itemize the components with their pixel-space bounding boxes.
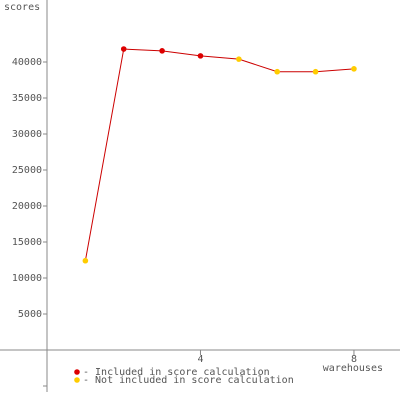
legend-marker: [74, 377, 80, 383]
y-tick-label: 35000: [12, 93, 42, 104]
x-axis-label: warehouses: [323, 363, 383, 374]
data-point: [159, 48, 165, 54]
data-point: [197, 53, 204, 59]
data-point: [82, 257, 89, 264]
y-tick-label: 30000: [12, 129, 42, 140]
legend-marker: [74, 369, 80, 375]
x-tick-label: 8: [351, 354, 357, 365]
data-point: [312, 68, 319, 75]
y-axis-label: scores: [4, 2, 40, 13]
y-tick-label: 40000: [12, 57, 42, 68]
y-tick-label: 25000: [12, 165, 42, 176]
score-line: [84, 48, 354, 261]
y-tick-label: 15000: [12, 237, 42, 248]
data-point: [120, 46, 127, 52]
data-point: [274, 68, 281, 75]
data-point: [351, 66, 357, 72]
data-point: [236, 56, 242, 62]
y-tick-label: 10000: [12, 273, 42, 284]
legend-label: - Included in score calculation: [83, 367, 270, 378]
y-tick-label: 5000: [18, 309, 42, 320]
y-tick-label: 20000: [12, 201, 42, 212]
legend-label: - Not included in score calculation: [83, 375, 294, 386]
x-tick-label: 4: [197, 354, 203, 365]
